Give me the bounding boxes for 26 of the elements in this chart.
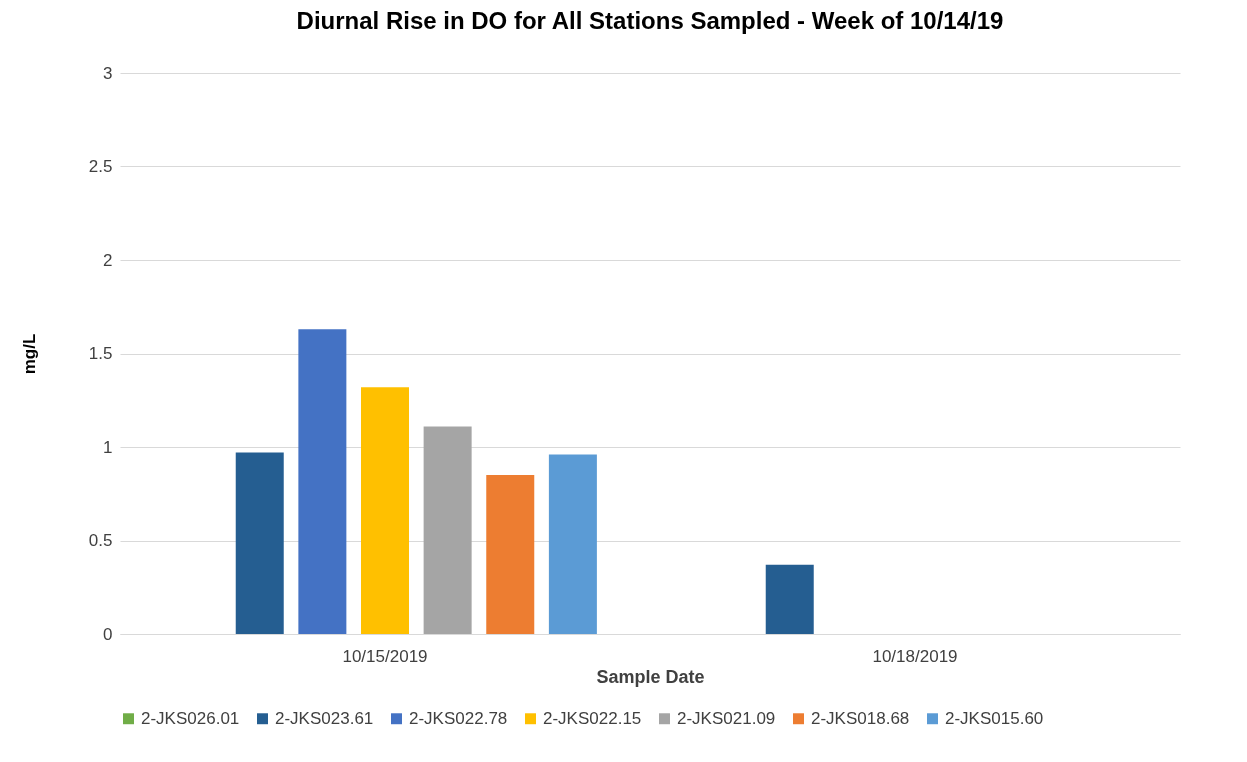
bar [423, 426, 472, 634]
y-tick-label: 2.5 [88, 157, 113, 176]
bar [548, 454, 597, 634]
legend-label: 2-JKS026.01 [141, 708, 240, 728]
chart-title: Diurnal Rise in DO for All Stations Sampled - Week of 10/14/19 [296, 7, 1004, 34]
y-tick-label: 0.5 [88, 531, 113, 550]
x-tick-label: 10/15/2019 [342, 646, 428, 666]
legend-label: 2-JKS015.60 [945, 708, 1044, 728]
bar [765, 564, 814, 634]
y-axis-title: mg/L [19, 333, 39, 375]
y-tick-label: 3 [103, 63, 113, 83]
legend-label: 2-JKS022.15 [543, 708, 642, 728]
legend-label: 2-JKS018.68 [811, 708, 910, 728]
y-tick-label: 1.5 [88, 344, 113, 363]
legend-label: 2-JKS022.78 [409, 708, 508, 728]
y-tick-label: 1 [103, 437, 113, 457]
y-tick-label: 2 [103, 250, 113, 270]
bar [486, 475, 535, 634]
x-tick-label: 10/18/2019 [872, 646, 958, 666]
legend-label: 2-JKS023.61 [275, 708, 374, 728]
y-tick-label: 0 [103, 624, 113, 644]
x-axis-title: Sample Date [596, 666, 705, 687]
bar [235, 452, 284, 634]
bar [298, 329, 347, 634]
bar [361, 387, 409, 634]
legend-label: 2-JKS021.09 [677, 708, 776, 728]
